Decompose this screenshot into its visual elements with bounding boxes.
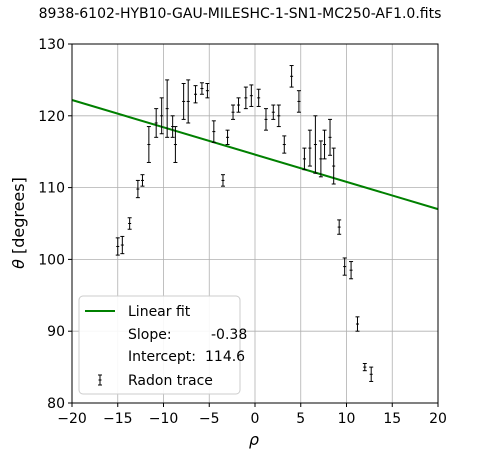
x-tick-label: 15 <box>383 411 401 427</box>
data-point <box>307 129 312 167</box>
data-point <box>302 147 307 171</box>
data-point <box>276 104 281 128</box>
fit-line <box>71 99 439 211</box>
data-point <box>322 129 327 160</box>
data-point <box>115 237 120 256</box>
data-point <box>282 135 287 154</box>
data-point <box>349 261 354 280</box>
data-point <box>355 316 360 332</box>
data-point <box>225 129 230 146</box>
x-tick-label: −10 <box>149 411 179 427</box>
y-axis-symbol: θ <box>9 259 28 269</box>
data-point <box>289 65 294 88</box>
data-point <box>243 86 248 110</box>
data-point <box>220 174 225 187</box>
data-point <box>331 147 336 185</box>
data-point <box>193 85 198 104</box>
data-point <box>342 257 347 276</box>
legend-intercept-value: 114.6 <box>205 349 245 365</box>
data-point <box>271 104 276 120</box>
data-point <box>127 217 132 230</box>
y-tick-label: 90 <box>47 324 65 340</box>
data-point <box>249 84 254 107</box>
data-point <box>146 126 151 163</box>
legend-slope-value: -0.38 <box>211 327 247 343</box>
data-point <box>256 88 261 107</box>
data-point <box>211 120 216 143</box>
x-tick-label: −15 <box>103 411 133 427</box>
y-tick-label: 130 <box>38 37 65 53</box>
axis-ticks: −20 −15 −10 −5 0 5 10 15 20 80 90 100 110 120 130 <box>38 37 447 427</box>
fit-layer <box>71 99 439 211</box>
data-point <box>154 108 159 138</box>
data-point <box>318 140 323 178</box>
data-point <box>231 104 236 120</box>
data-point <box>296 90 301 113</box>
data-point <box>236 97 241 113</box>
data-point <box>328 118 333 156</box>
data-point <box>135 179 140 199</box>
data-point <box>337 219 342 235</box>
y-axis-label: θ [degrees] <box>9 177 28 269</box>
y-tick-label: 100 <box>38 252 65 268</box>
data-point <box>173 126 178 163</box>
legend-slope-label: Slope: <box>128 327 172 343</box>
data-point <box>181 82 186 120</box>
data-point <box>369 366 374 382</box>
y-axis-unit: [degrees] <box>9 177 28 254</box>
data-point <box>159 97 164 135</box>
legend: Linear fit Slope: -0.38 Intercept: 114.6… <box>78 295 247 395</box>
data-point <box>205 82 210 99</box>
data-point <box>313 115 318 174</box>
x-tick-label: 10 <box>338 411 356 427</box>
legend-trace-label: Radon trace <box>128 373 213 389</box>
data-point <box>170 115 175 138</box>
data-point <box>186 79 191 124</box>
y-tick-label: 120 <box>38 109 65 125</box>
y-tick-label: 80 <box>47 396 65 412</box>
data-point <box>140 174 145 187</box>
legend-fit-label: Linear fit <box>128 304 191 320</box>
data-point <box>362 363 367 372</box>
x-tick-label: −20 <box>57 411 87 427</box>
x-axis-label: ρ <box>249 430 259 449</box>
data-point <box>263 108 268 131</box>
data-point <box>120 235 125 255</box>
y-tick-label: 110 <box>38 181 65 197</box>
data-point <box>199 82 204 95</box>
x-tick-label: 0 <box>251 411 260 427</box>
legend-box <box>78 295 241 395</box>
data-point <box>165 79 170 138</box>
legend-intercept-label: Intercept: <box>128 349 196 365</box>
legend-trace-swatch <box>98 374 102 386</box>
points-layer <box>115 65 374 382</box>
x-tick-label: 5 <box>296 411 305 427</box>
x-tick-label: −5 <box>199 411 220 427</box>
x-tick-label: 20 <box>429 411 447 427</box>
chart-title: 8938-6102-HYB10-GAU-MILESHC-1-SN1-MC250-… <box>39 6 442 22</box>
